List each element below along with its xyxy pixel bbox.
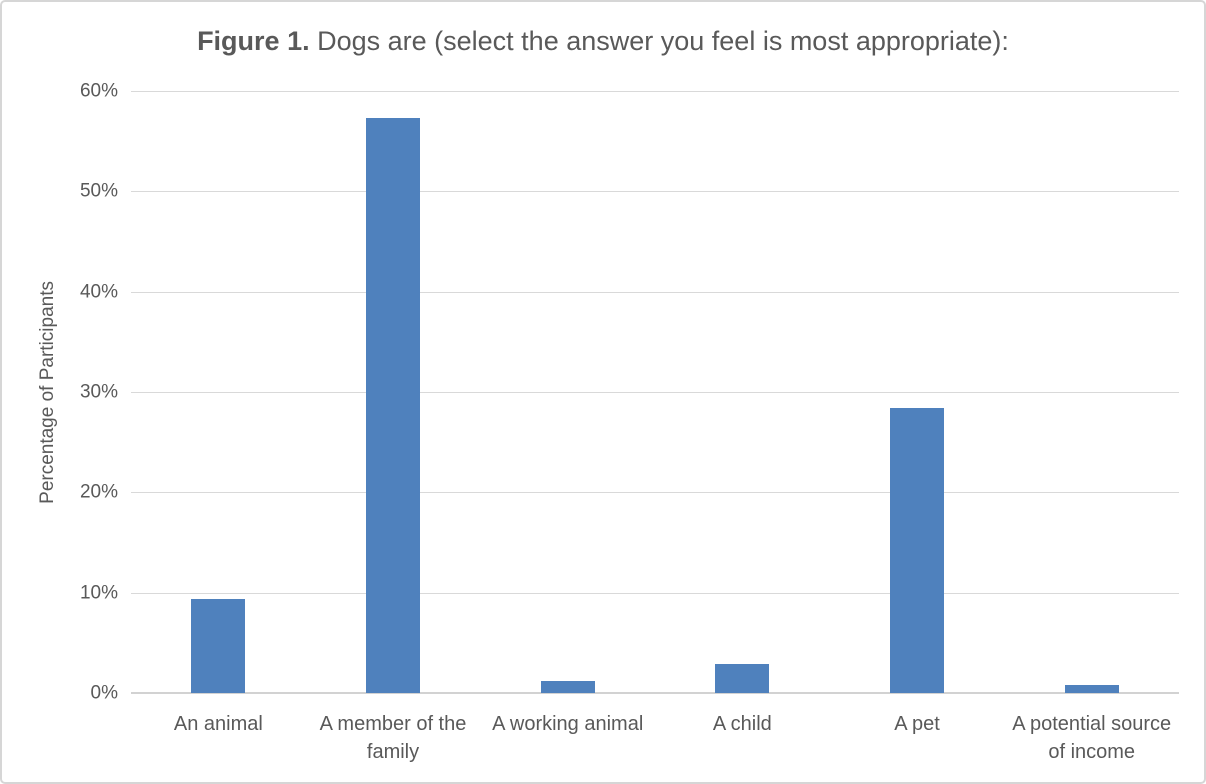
bar <box>715 663 770 693</box>
y-tick-label: 60% <box>79 80 118 102</box>
x-axis-line <box>131 692 1179 694</box>
y-axis-tick-labels: 0% 10% 20% 30% 40% 50% 60% <box>2 82 118 703</box>
chart-title-text: Dogs are (select the answer you feel is … <box>309 26 1009 56</box>
gridline <box>131 592 1179 594</box>
gridline <box>131 191 1179 193</box>
bar <box>366 118 420 693</box>
gridline <box>131 291 1179 293</box>
gridline <box>131 392 1179 393</box>
x-axis-label: A child <box>712 713 772 735</box>
y-tick-label: 30% <box>79 381 118 403</box>
gridline <box>131 492 1179 494</box>
y-tick-label: 20% <box>79 481 118 503</box>
y-tick-label: 0% <box>90 682 118 704</box>
x-axis-label: A pet <box>894 713 940 735</box>
x-axis-category-labels: An animal A member of the family A working… <box>131 710 1179 766</box>
chart-title: Figure 1. Dogs are (select the answer yo… <box>2 26 1204 57</box>
plot-area <box>131 91 1179 694</box>
x-axis-label: A member of the family <box>319 713 467 763</box>
x-axis-label: A working animal <box>492 713 644 735</box>
chart-title-figure-number: Figure 1. <box>197 26 310 56</box>
y-tick-label: 10% <box>79 582 118 604</box>
y-tick-label: 40% <box>79 281 118 303</box>
x-axis-label: An animal <box>173 713 263 735</box>
bar <box>1064 684 1119 693</box>
bar <box>191 598 246 693</box>
y-tick-label: 50% <box>79 180 118 202</box>
gridline <box>131 91 1179 92</box>
bar <box>540 680 595 693</box>
bar <box>890 408 944 693</box>
x-axis-label: A potential source of income <box>1012 713 1172 763</box>
